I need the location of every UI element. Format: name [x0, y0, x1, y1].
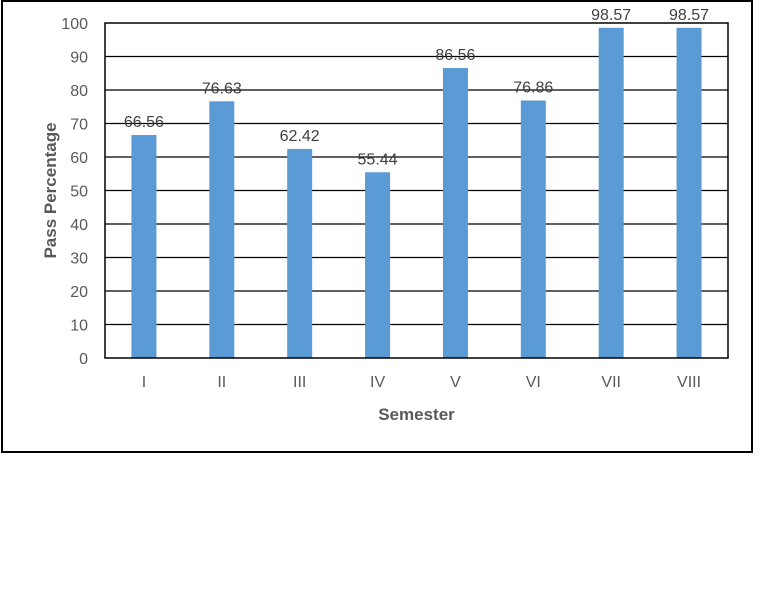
- bar: [676, 27, 702, 359]
- y-tick-label: 80: [70, 83, 88, 100]
- y-tick-label: 70: [70, 117, 88, 134]
- y-tick-label: 20: [70, 284, 88, 301]
- x-tick-label: VI: [526, 374, 541, 391]
- bar: [598, 27, 624, 359]
- data-label: 76.86: [513, 80, 553, 97]
- x-axis-tick-labels: I II III IV V VI VII VIII: [142, 374, 701, 391]
- y-axis-tick-labels: 0 10 20 30 40 50 60 70 80 90 100: [61, 16, 88, 368]
- data-label: 62.42: [280, 128, 320, 145]
- data-label: 86.56: [435, 47, 475, 64]
- x-tick-label: I: [142, 374, 146, 391]
- x-tick-label: III: [293, 374, 306, 391]
- y-tick-label: 0: [79, 351, 88, 368]
- bars: [131, 27, 702, 359]
- data-label: 98.57: [591, 7, 631, 24]
- bar: [209, 101, 235, 359]
- y-tick-label: 10: [70, 318, 88, 335]
- x-axis-title: Semester: [378, 405, 455, 424]
- plot-area-border: [104, 22, 729, 359]
- gridlines: [105, 55, 728, 326]
- data-label: 55.44: [358, 151, 398, 168]
- y-tick-label: 60: [70, 150, 88, 167]
- y-tick-label: 90: [70, 50, 88, 67]
- x-tick-label: IV: [370, 374, 385, 391]
- x-tick-label: V: [450, 374, 461, 391]
- bar: [365, 172, 391, 358]
- bar: [520, 100, 546, 359]
- y-tick-label: 40: [70, 217, 88, 234]
- y-axis-title: Pass Percentage: [41, 122, 60, 258]
- data-label: 66.56: [124, 114, 164, 131]
- data-label: 98.57: [669, 7, 709, 24]
- x-tick-label: VIII: [677, 374, 701, 391]
- x-tick-label: II: [217, 374, 226, 391]
- bar: [131, 135, 157, 358]
- data-label: 76.63: [202, 80, 242, 97]
- y-tick-label: 30: [70, 251, 88, 268]
- y-tick-label: 100: [61, 16, 88, 33]
- data-labels: 66.56 76.63 62.42 55.44 86.56 76.86 98.57 98.57: [124, 7, 709, 168]
- x-tick-label: VII: [601, 374, 621, 391]
- y-tick-label: 50: [70, 184, 88, 201]
- bar: [442, 68, 468, 359]
- bar: [287, 148, 313, 358]
